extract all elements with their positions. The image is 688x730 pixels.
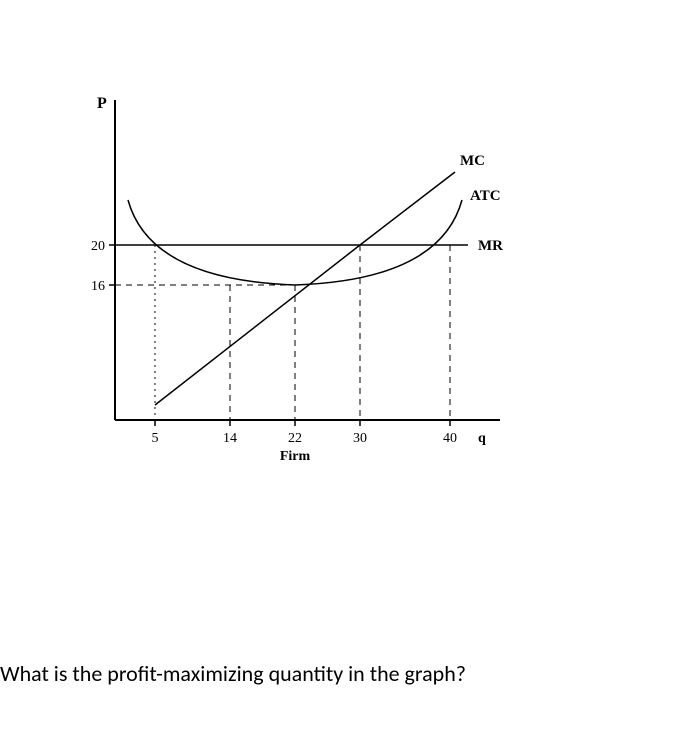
cost-curve-chart: P 20 16 MR MC ATC 5 14 22 30 40 q Firm bbox=[0, 0, 688, 520]
y-axis-label: P bbox=[97, 95, 107, 112]
question-text: What is the profit-maximizing quantity i… bbox=[0, 660, 466, 687]
x-tick-label: 40 bbox=[443, 431, 457, 446]
y-tick-label: 16 bbox=[91, 279, 105, 294]
atc-label: ATC bbox=[470, 188, 501, 204]
x-tick-label: 22 bbox=[288, 431, 302, 446]
x-axis-q-label: q bbox=[478, 431, 486, 446]
x-tick-label: 5 bbox=[152, 431, 159, 446]
mc-label: MC bbox=[460, 153, 485, 169]
mr-label: MR bbox=[478, 238, 503, 254]
atc-curve bbox=[128, 200, 462, 285]
firm-label: Firm bbox=[280, 449, 311, 464]
x-tick-label: 30 bbox=[353, 431, 367, 446]
mc-line bbox=[155, 172, 455, 405]
x-tick-label: 14 bbox=[223, 431, 237, 446]
y-tick-label: 20 bbox=[91, 239, 105, 254]
